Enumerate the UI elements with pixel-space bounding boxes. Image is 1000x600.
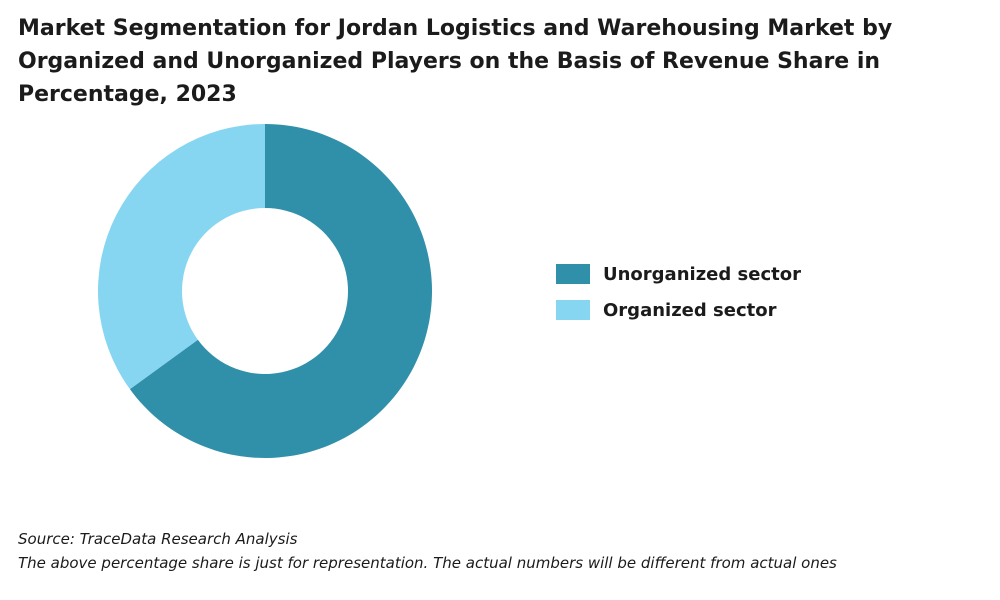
chart-title: Market Segmentation for Jordan Logistics… <box>18 16 893 107</box>
legend-label-organized: Organized sector <box>603 299 777 321</box>
legend-item-unorganized: Unorganized sector <box>556 262 801 286</box>
chart-legend: Unorganized sector Organized sector <box>556 262 801 334</box>
source-note: Source: TraceData Research Analysis <box>18 530 298 548</box>
legend-item-organized: Organized sector <box>556 298 801 322</box>
disclaimer-note: The above percentage share is just for r… <box>18 554 837 572</box>
legend-swatch-organized <box>556 300 590 320</box>
donut-slice-unorganized-sector <box>129 124 432 458</box>
donut-slices <box>97 124 432 458</box>
legend-label-unorganized: Unorganized sector <box>603 263 801 285</box>
donut-slice-organized-sector <box>97 124 265 390</box>
legend-swatch-unorganized <box>556 264 590 284</box>
chart-footer: Source: TraceData Research Analysis The … <box>18 527 837 575</box>
